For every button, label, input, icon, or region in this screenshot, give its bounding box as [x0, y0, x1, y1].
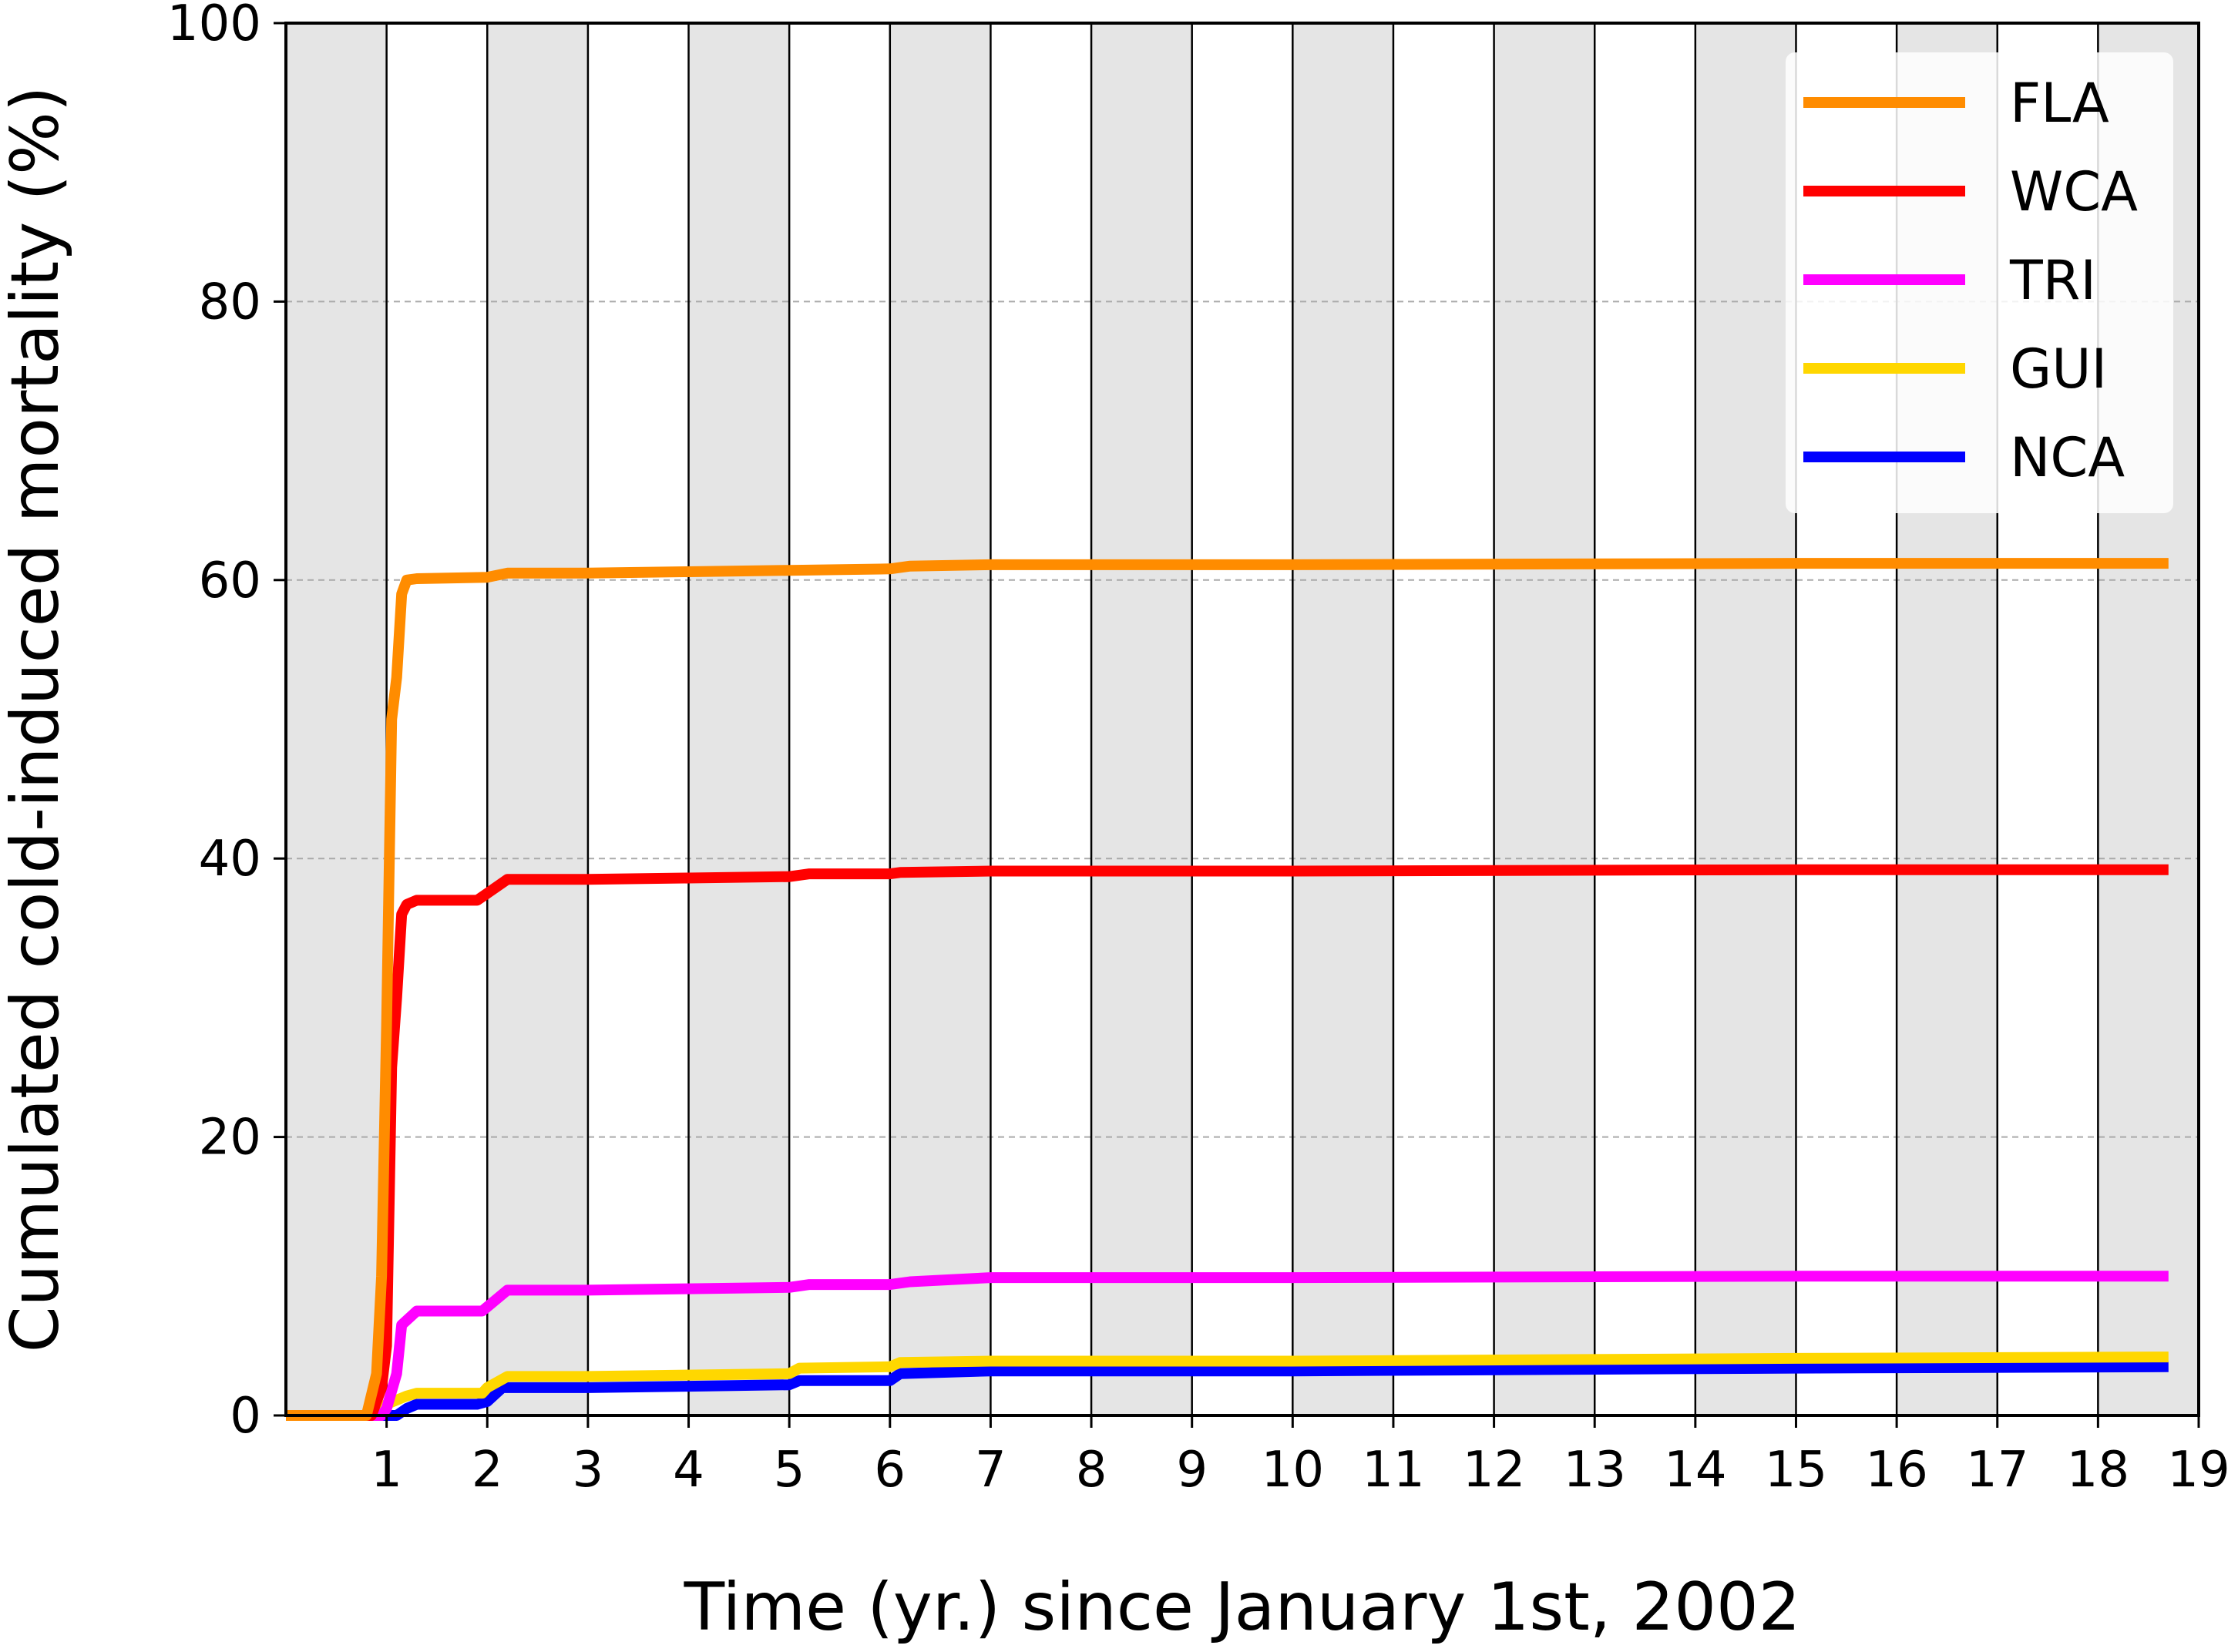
y-tick-label-20: 20 [199, 1110, 261, 1167]
x-tick-label-17: 17 [1966, 1442, 2028, 1499]
legend-label-fla: FLA [2010, 72, 2109, 135]
year-band-2 [487, 23, 588, 1415]
year-band-6 [889, 23, 991, 1415]
x-tick-label-15: 15 [1765, 1442, 1827, 1499]
legend-label-gui: GUI [2010, 337, 2107, 401]
y-tick-label-100: 100 [167, 0, 261, 52]
series-line-nca [286, 1361, 2169, 1421]
x-tick-label-9: 9 [1176, 1442, 1208, 1499]
legend: FLA WCA TRI GUI NCA [1786, 52, 2173, 513]
x-tick-label-13: 13 [1563, 1442, 1625, 1499]
x-tick-label-3: 3 [573, 1442, 604, 1499]
x-tick-label-16: 16 [1865, 1442, 1927, 1499]
series-line-gui [286, 1351, 2169, 1421]
series-line-fla [286, 558, 2169, 1421]
x-tick-label-10: 10 [1262, 1442, 1324, 1499]
x-tick-label-8: 8 [1076, 1442, 1107, 1499]
y-axis-ticks: 0 20 40 60 80 100 [167, 0, 286, 1445]
x-tick-label-2: 2 [472, 1442, 503, 1499]
x-tick-label-11: 11 [1362, 1442, 1424, 1499]
x-tick-label-5: 5 [774, 1442, 805, 1499]
series-line-tri [286, 1271, 2169, 1421]
legend-box [1786, 52, 2173, 513]
x-tick-label-18: 18 [2067, 1442, 2129, 1499]
y-axis-label: Cumulated cold-induced mortality (%) [0, 86, 74, 1353]
year-bands [286, 23, 2199, 1415]
x-tick-label-1: 1 [371, 1442, 402, 1499]
plot-frame [284, 22, 2200, 1417]
y-tick-label-0: 0 [230, 1388, 261, 1445]
y-gridlines [286, 301, 2199, 1138]
year-band-10 [1292, 23, 1393, 1415]
y-tick-label-60: 60 [199, 552, 261, 609]
year-band-4 [688, 23, 790, 1415]
x-tick-label-19: 19 [2167, 1442, 2230, 1499]
x-tick-label-4: 4 [673, 1442, 704, 1499]
y-tick-label-80: 80 [199, 274, 261, 331]
year-band-12 [1494, 23, 1595, 1415]
x-axis-ticks: 1 2 3 4 5 6 7 8 9 10 11 12 13 14 15 16 17 18 19 [371, 1415, 2230, 1499]
year-band-14 [1695, 23, 1796, 1415]
x-tick-label-12: 12 [1463, 1442, 1525, 1499]
x-tick-label-7: 7 [975, 1442, 1006, 1499]
legend-label-tri: TRI [2009, 249, 2096, 312]
x-tick-label-14: 14 [1664, 1442, 1726, 1499]
year-band-8 [1091, 23, 1192, 1415]
y-tick-label-40: 40 [199, 831, 261, 888]
series-lines [286, 558, 2169, 1421]
year-band-0 [286, 23, 387, 1415]
x-tick-label-6: 6 [874, 1442, 906, 1499]
series-line-wca [286, 864, 2169, 1421]
x-axis-label: Time (yr.) since January 1st, 2002 [684, 1569, 1801, 1646]
legend-label-nca: NCA [2010, 426, 2125, 489]
legend-label-wca: WCA [2010, 160, 2138, 223]
